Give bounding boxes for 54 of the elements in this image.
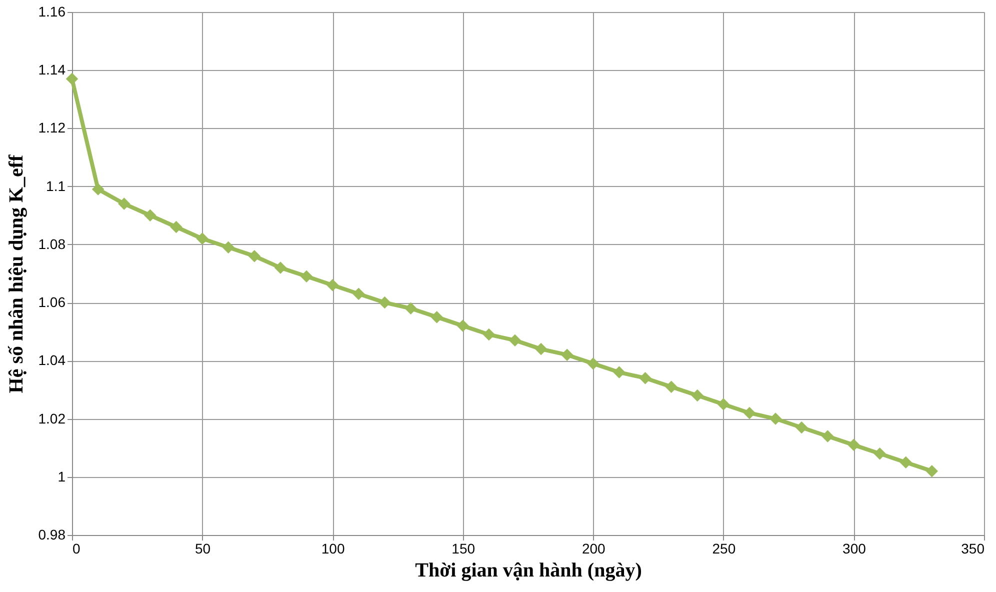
- point: [795, 421, 808, 434]
- point: [404, 302, 417, 314]
- x-axis-title: Thời gian vận hành (ngày): [415, 560, 642, 582]
- y-tick-label: 1.16: [38, 4, 66, 20]
- point: [456, 320, 469, 332]
- point: [613, 366, 626, 378]
- y-tick-label: 1.04: [38, 352, 66, 368]
- y-tick-label: 1.12: [38, 120, 66, 136]
- point: [560, 348, 574, 361]
- point: [587, 357, 600, 370]
- point: [508, 334, 522, 346]
- point: [300, 270, 313, 283]
- point: [665, 380, 678, 393]
- point: [822, 430, 834, 442]
- point: [170, 220, 182, 234]
- point: [691, 389, 704, 402]
- point: [326, 279, 339, 292]
- x-tick-label: 200: [582, 540, 606, 556]
- x-tick-label: 350: [961, 540, 985, 556]
- point: [926, 464, 938, 478]
- point: [378, 296, 391, 309]
- x-tick-label: 50: [194, 540, 211, 556]
- y-axis-title: Hệ số nhân hiệu dụng K_eff: [5, 154, 28, 394]
- x-tick-label: 250: [712, 540, 736, 556]
- point: [534, 342, 548, 356]
- y-tick-label: 1: [58, 468, 66, 484]
- point: [769, 412, 782, 425]
- x-tick-label: 0: [72, 540, 80, 556]
- point: [900, 456, 912, 468]
- point: [118, 198, 130, 210]
- y-tick-label: 1.1: [46, 178, 66, 194]
- point: [639, 372, 652, 384]
- point: [482, 328, 496, 341]
- point: [352, 288, 365, 300]
- point: [743, 406, 756, 420]
- point: [144, 209, 156, 222]
- x-tick-label: 150: [452, 540, 476, 556]
- point: [196, 232, 208, 245]
- y-tick-label: 1.02: [38, 410, 66, 426]
- point: [874, 448, 886, 460]
- point: [248, 250, 261, 262]
- point: [430, 310, 443, 324]
- point: [717, 398, 730, 410]
- y-tick-label: 1.08: [38, 236, 66, 252]
- point: [274, 262, 287, 274]
- y-tick-label: 1.06: [38, 294, 66, 310]
- y-tick-label: 1.14: [38, 62, 66, 78]
- point: [92, 183, 104, 196]
- point: [848, 438, 860, 452]
- point: [222, 241, 234, 254]
- x-tick-label: 300: [842, 540, 866, 556]
- y-tick-label: 0.98: [38, 526, 66, 542]
- x-tick-label: 100: [321, 540, 345, 556]
- point: [66, 72, 78, 85]
